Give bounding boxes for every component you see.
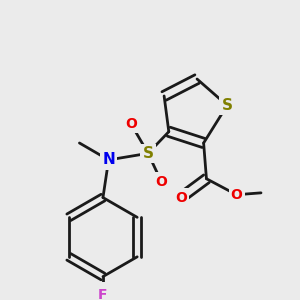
Text: N: N bbox=[102, 152, 115, 167]
Text: O: O bbox=[175, 190, 187, 205]
Text: S: S bbox=[142, 146, 154, 161]
Text: O: O bbox=[125, 117, 137, 131]
Text: O: O bbox=[231, 188, 242, 202]
Text: S: S bbox=[222, 98, 232, 113]
Text: F: F bbox=[98, 288, 108, 300]
Text: O: O bbox=[155, 175, 167, 189]
